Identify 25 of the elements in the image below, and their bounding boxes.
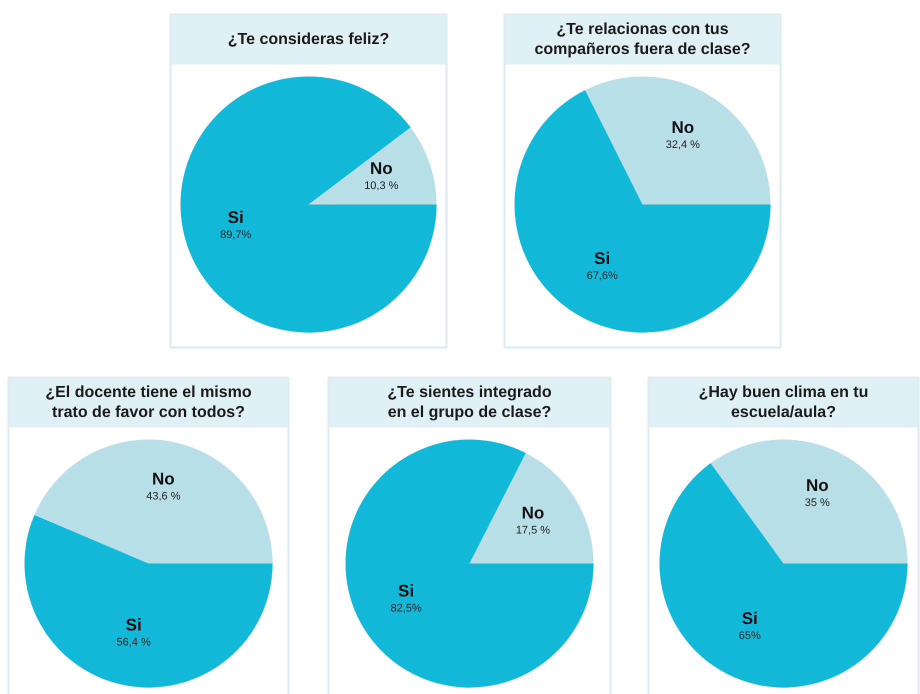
slice-label: No: [370, 159, 393, 178]
data-label: 43,6 %: [146, 490, 181, 503]
data-label: 17,5 %: [516, 524, 550, 537]
data-label: 10,3 %: [364, 180, 399, 192]
data-label: 89,7%: [220, 228, 252, 241]
slice-label: Si: [742, 608, 758, 628]
chart-title: ¿Te relacionas con tus compañeros fuera de clase?: [534, 21, 751, 58]
chart-title: ¿Te consideras feliz?: [228, 31, 390, 48]
data-label: 35 %: [804, 497, 830, 510]
slice-label: Si: [126, 615, 142, 634]
chart-title: ¿El docente tiene el mismo trato de favor con todos?: [45, 384, 252, 421]
data-label: 32,4 %: [666, 139, 700, 152]
data-label: 65%: [738, 630, 761, 642]
chart-title: ¿Te sientes integrado en el grupo de clase?: [387, 384, 552, 421]
chart-title: ¿Hay buen clima en tu escuela/aula?: [698, 384, 868, 421]
slice-label: No: [152, 470, 175, 489]
slice-label: Si: [228, 208, 244, 227]
slice-label: Si: [398, 581, 414, 600]
slice-label: Si: [594, 248, 610, 268]
slice-label: No: [522, 504, 544, 523]
slice-label: No: [806, 476, 829, 496]
data-label: 82,5%: [390, 602, 422, 614]
slice-label: No: [672, 118, 694, 138]
data-label: 56,4 %: [116, 636, 151, 648]
data-label: 67,6%: [586, 270, 618, 282]
